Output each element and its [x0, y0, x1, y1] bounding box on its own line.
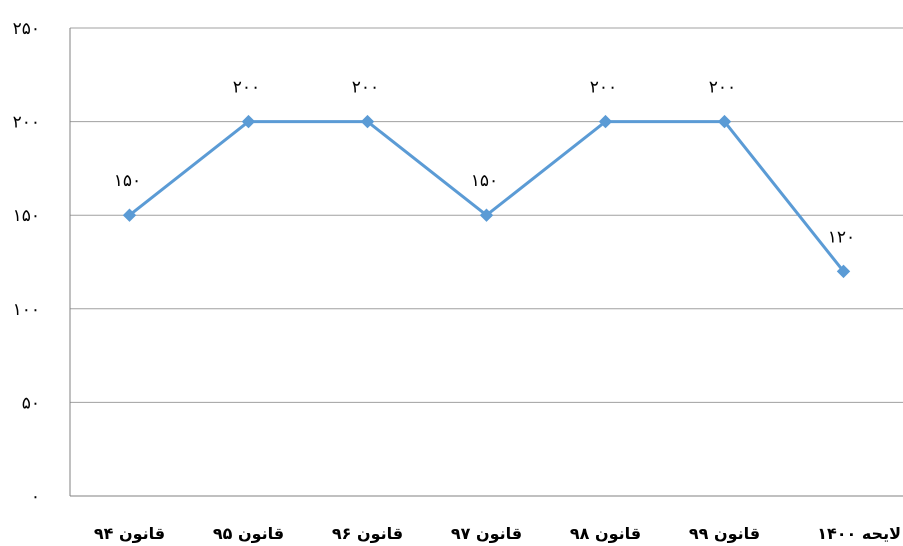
data-point-marker	[360, 114, 375, 129]
y-tick-label: ۱۰۰	[13, 300, 40, 320]
data-point-marker	[479, 208, 494, 222]
y-tick-label: ۲۰۰	[13, 113, 40, 133]
y-tick-label: ۰	[31, 487, 40, 507]
x-tick-label: قانون ۹۹	[689, 524, 760, 543]
x-tick-labels: قانون ۹۴ قانون ۹۵ قانون ۹۶ قانون ۹۷ قانون ۹۸…	[94, 524, 901, 543]
y-tick-label: ۲۵۰	[13, 19, 40, 39]
x-tick-label: قانون ۹۵	[213, 524, 284, 543]
data-point-marker	[836, 264, 851, 279]
x-tick-label: لایحه ۱۴۰۰	[817, 524, 901, 543]
data-point-marker	[122, 208, 137, 222]
data-label: ۱۲۰	[828, 227, 855, 247]
data-label: ۱۵۰	[114, 171, 141, 191]
data-point-marker	[717, 114, 732, 129]
data-point-marker	[598, 114, 613, 129]
y-tick-labels: ۰ ۵۰ ۱۰۰ ۱۵۰ ۲۰۰ ۲۵۰	[13, 19, 40, 507]
x-tick-label: قانون ۹۴	[94, 524, 165, 543]
x-tick-label: قانون ۹۸	[570, 524, 641, 543]
y-tick-label: ۱۵۰	[13, 206, 40, 226]
x-tick-label: قانون ۹۷	[451, 524, 522, 543]
axes	[69, 28, 903, 497]
data-labels: ۱۵۰ ۲۰۰ ۲۰۰ ۱۵۰ ۲۰۰ ۲۰۰ ۱۲۰	[114, 78, 855, 248]
data-label: ۲۰۰	[233, 78, 260, 98]
data-point-marker	[241, 114, 256, 129]
x-tick-label: قانون ۹۶	[332, 524, 403, 543]
y-tick-label: ۵۰	[22, 393, 40, 413]
data-label: ۲۰۰	[352, 78, 379, 98]
data-label: ۲۰۰	[590, 78, 617, 98]
data-label: ۲۰۰	[709, 78, 736, 98]
series-group	[122, 114, 851, 279]
series-line	[128, 120, 845, 273]
data-label: ۱۵۰	[471, 171, 498, 191]
